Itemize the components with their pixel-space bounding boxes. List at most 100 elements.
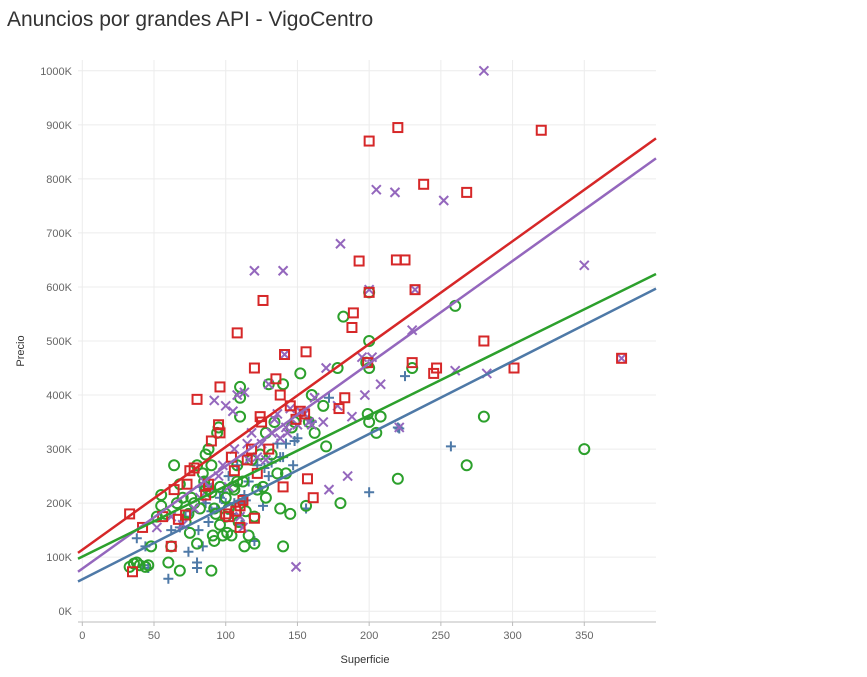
point-circle xyxy=(277,540,290,553)
point-x xyxy=(275,433,286,444)
point-square xyxy=(241,454,253,466)
y-tick-label: 700K xyxy=(46,228,72,240)
point-square xyxy=(165,540,177,552)
x-tick-label: 50 xyxy=(148,630,160,642)
point-square xyxy=(333,403,345,415)
point-x xyxy=(409,284,421,295)
trend-line-plus xyxy=(77,287,657,583)
point-circle xyxy=(242,529,255,542)
point-square xyxy=(274,389,286,401)
point-circle xyxy=(363,416,376,429)
point-x xyxy=(318,416,329,428)
point-circle xyxy=(300,499,313,512)
point-plus xyxy=(292,433,303,444)
x-tick-label: 100 xyxy=(217,630,235,642)
point-x xyxy=(220,400,231,412)
point-x xyxy=(389,187,401,198)
trend-line-x xyxy=(77,157,657,573)
point-x xyxy=(239,387,250,398)
point-x xyxy=(277,265,289,276)
y-tick-label: 800K xyxy=(46,174,72,186)
point-circle xyxy=(213,518,226,531)
point-circle xyxy=(460,459,473,472)
point-x xyxy=(237,522,249,533)
point-circle xyxy=(337,310,350,323)
point-plus xyxy=(364,487,375,498)
point-square xyxy=(191,393,203,405)
point-x xyxy=(335,238,346,249)
point-circle xyxy=(334,497,347,510)
point-plus xyxy=(288,460,299,471)
point-circle xyxy=(320,440,333,453)
point-square xyxy=(363,286,375,298)
point-square xyxy=(228,465,240,477)
point-circle xyxy=(238,540,251,553)
point-square xyxy=(248,512,260,524)
point-plus xyxy=(323,392,334,403)
point-square xyxy=(277,481,289,493)
point-square xyxy=(616,352,628,364)
y-tick-label: 200K xyxy=(46,498,72,510)
point-square xyxy=(406,357,418,369)
point-circle xyxy=(162,556,175,569)
point-square xyxy=(127,566,139,578)
point-square xyxy=(508,362,520,374)
point-circle xyxy=(205,486,218,499)
point-square xyxy=(220,508,232,520)
point-x xyxy=(209,395,220,406)
point-square xyxy=(248,362,260,374)
point-square xyxy=(347,307,359,319)
point-plus xyxy=(183,546,194,557)
point-x xyxy=(375,379,386,390)
point-plus xyxy=(392,422,403,433)
point-x xyxy=(438,195,449,206)
x-tick-label: 300 xyxy=(503,630,521,642)
point-circle xyxy=(391,472,404,485)
point-square xyxy=(363,135,375,147)
x-tick-label: 350 xyxy=(575,630,593,642)
point-plus xyxy=(192,557,203,568)
trend-lines xyxy=(77,137,657,583)
point-circle xyxy=(284,507,297,520)
point-circle xyxy=(578,443,591,456)
point-square xyxy=(300,346,312,358)
point-circle xyxy=(234,410,247,423)
point-square xyxy=(256,416,268,428)
point-x xyxy=(579,260,590,271)
point-square xyxy=(339,392,351,404)
point-circle xyxy=(202,443,215,456)
point-circle xyxy=(183,526,196,539)
point-square xyxy=(346,321,358,333)
point-circle xyxy=(168,459,181,472)
point-square xyxy=(246,443,258,455)
point-square xyxy=(188,462,200,474)
point-circle xyxy=(228,483,241,496)
point-x xyxy=(188,503,200,514)
y-tick-label: 300K xyxy=(46,444,72,456)
point-plus xyxy=(203,517,214,528)
point-circle xyxy=(274,502,287,515)
point-square xyxy=(392,122,404,134)
x-tick-label: 250 xyxy=(432,630,450,642)
point-square xyxy=(181,478,193,490)
point-x xyxy=(394,422,405,433)
point-x xyxy=(323,484,335,495)
point-x xyxy=(279,349,290,360)
point-square xyxy=(461,186,473,198)
point-x xyxy=(478,65,490,77)
y-tick-label: 0K xyxy=(59,606,73,618)
y-tick-label: 100K xyxy=(46,552,72,564)
y-tick-label: 500K xyxy=(46,336,72,348)
point-square xyxy=(234,521,246,533)
point-circle xyxy=(259,491,272,504)
point-circle xyxy=(477,410,490,423)
point-x xyxy=(306,419,317,430)
point-square xyxy=(409,284,421,296)
point-circle xyxy=(257,480,270,493)
point-square xyxy=(418,178,430,190)
point-x xyxy=(151,522,163,533)
point-x xyxy=(282,427,293,439)
point-circle xyxy=(317,399,330,412)
point-square xyxy=(535,124,547,136)
